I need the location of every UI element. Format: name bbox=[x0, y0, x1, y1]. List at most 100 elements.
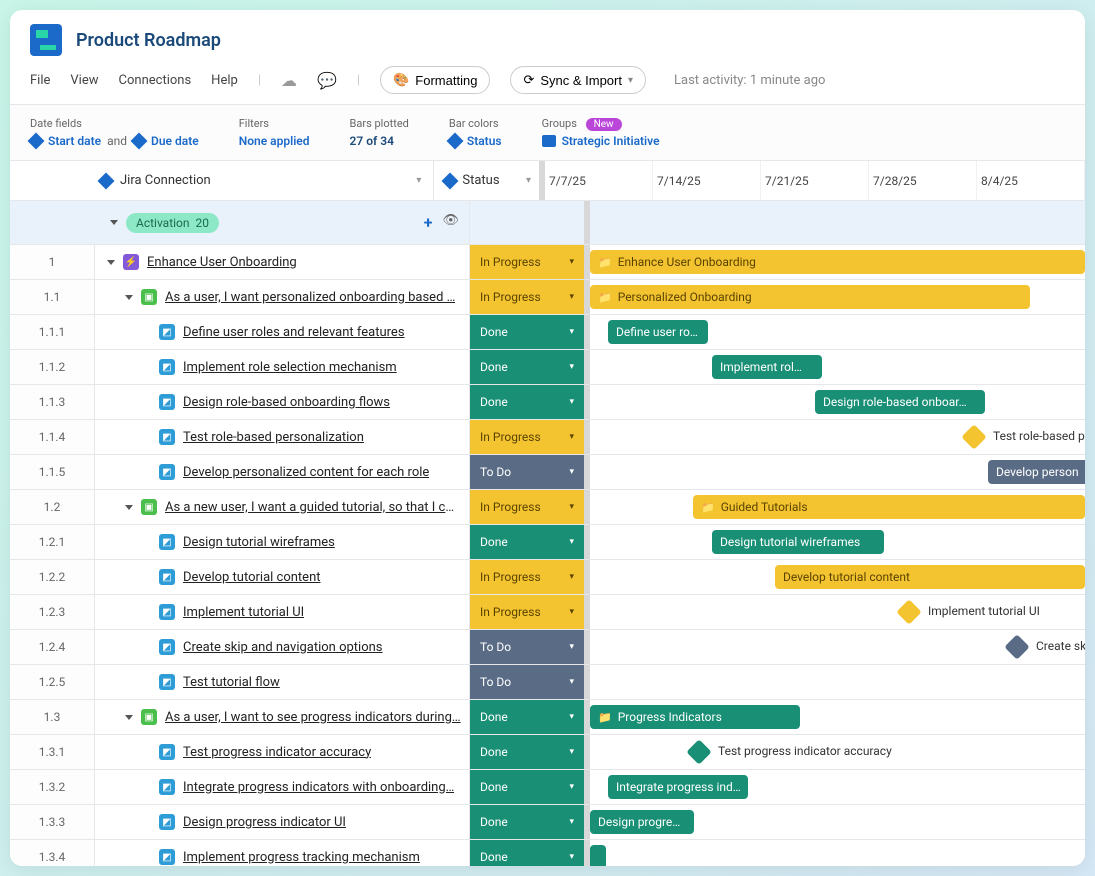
row-title-text[interactable]: Integrate progress indicators with onboa… bbox=[183, 780, 454, 795]
row-title-text[interactable]: Design role-based onboarding flows bbox=[183, 395, 390, 410]
gantt-bar[interactable]: Design tutorial wireframes bbox=[712, 530, 884, 554]
gantt-bar[interactable]: Integrate progress ind… bbox=[608, 775, 748, 799]
row-title-cell[interactable]: ◩Design tutorial wireframes bbox=[95, 525, 470, 559]
row-title-cell[interactable]: ◩Define user roles and relevant features bbox=[95, 315, 470, 349]
status-cell[interactable]: Done▾ bbox=[470, 840, 590, 866]
status-cell[interactable]: To Do▾ bbox=[470, 455, 590, 489]
row-title-cell[interactable]: ◩Design progress indicator UI bbox=[95, 805, 470, 839]
row-title-text[interactable]: Test role-based personalization bbox=[183, 430, 364, 445]
row-title-cell[interactable]: ◩Develop personalized content for each r… bbox=[95, 455, 470, 489]
table-row: 1.3.4◩Implement progress tracking mechan… bbox=[10, 840, 1085, 866]
group-header[interactable]: Activation 20 + 👁 bbox=[10, 201, 470, 244]
status-cell[interactable]: Done▾ bbox=[470, 350, 590, 384]
row-title-text[interactable]: As a new user, I want a guided tutorial,… bbox=[165, 500, 461, 515]
gantt-milestone-icon[interactable] bbox=[961, 424, 986, 449]
status-cell[interactable]: In Progress▾ bbox=[470, 245, 590, 279]
gantt-bar[interactable]: 📁Personalized Onboarding bbox=[590, 285, 1030, 309]
caret-down-icon[interactable] bbox=[110, 220, 118, 225]
row-title-cell[interactable]: ◩Test progress indicator accuracy bbox=[95, 735, 470, 769]
status-cell[interactable]: In Progress▾ bbox=[470, 420, 590, 454]
gantt-bar[interactable]: 📁Enhance User Onboarding bbox=[590, 250, 1085, 274]
status-cell[interactable]: In Progress▾ bbox=[470, 490, 590, 524]
row-title-cell[interactable]: ◩Integrate progress indicators with onbo… bbox=[95, 770, 470, 804]
chat-icon[interactable]: 💬 bbox=[317, 71, 337, 90]
hide-icon[interactable]: 👁 bbox=[442, 213, 459, 232]
status-cell[interactable]: In Progress▾ bbox=[470, 595, 590, 629]
status-text: Done bbox=[480, 745, 508, 759]
filter-bars-plotted[interactable]: Bars plotted 27 of 34 bbox=[350, 117, 409, 148]
row-title-cell[interactable]: ◩Implement tutorial UI bbox=[95, 595, 470, 629]
menu-help[interactable]: Help bbox=[211, 73, 238, 88]
status-cell[interactable]: To Do▾ bbox=[470, 630, 590, 664]
row-title-cell[interactable]: ◩Create skip and navigation options bbox=[95, 630, 470, 664]
gantt-milestone-icon[interactable] bbox=[686, 739, 711, 764]
row-title-text[interactable]: Design progress indicator UI bbox=[183, 815, 346, 830]
status-cell[interactable]: Done▾ bbox=[470, 700, 590, 734]
row-title-cell[interactable]: ▣As a user, I want personalized onboardi… bbox=[95, 280, 470, 314]
status-cell[interactable]: In Progress▾ bbox=[470, 560, 590, 594]
status-label: Status bbox=[462, 173, 499, 188]
row-title-cell[interactable]: ◩Test tutorial flow bbox=[95, 665, 470, 699]
row-title-cell[interactable]: ◩Test role-based personalization bbox=[95, 420, 470, 454]
gantt-bar[interactable]: Develop person bbox=[988, 460, 1085, 484]
filter-filters[interactable]: Filters None applied bbox=[239, 117, 310, 148]
status-cell[interactable]: Done▾ bbox=[470, 805, 590, 839]
status-cell[interactable]: Done▾ bbox=[470, 385, 590, 419]
menu-file[interactable]: File bbox=[30, 73, 50, 88]
gantt-bar[interactable]: Define user ro… bbox=[608, 320, 708, 344]
row-title-text[interactable]: Design tutorial wireframes bbox=[183, 535, 335, 550]
gantt-milestone-icon[interactable] bbox=[1004, 634, 1029, 659]
row-title-text[interactable]: Implement tutorial UI bbox=[183, 605, 304, 620]
menu-view[interactable]: View bbox=[70, 73, 98, 88]
row-title-text[interactable]: Develop personalized content for each ro… bbox=[183, 465, 429, 480]
add-icon[interactable]: + bbox=[424, 213, 433, 232]
gantt-bar[interactable]: Develop tutorial content bbox=[775, 565, 1085, 589]
row-title-text[interactable]: Create skip and navigation options bbox=[183, 640, 383, 655]
row-title-text[interactable]: Enhance User Onboarding bbox=[147, 255, 297, 270]
row-title-text[interactable]: As a user, I want personalized onboardin… bbox=[165, 290, 455, 305]
row-title-text[interactable]: Define user roles and relevant features bbox=[183, 325, 405, 340]
caret-down-icon[interactable] bbox=[125, 715, 133, 720]
row-title-text[interactable]: Test progress indicator accuracy bbox=[183, 745, 371, 760]
status-cell[interactable]: Done▾ bbox=[470, 525, 590, 559]
status-cell[interactable]: To Do▾ bbox=[470, 665, 590, 699]
connection-column-header[interactable]: Jira Connection ▾ bbox=[10, 161, 434, 200]
caret-down-icon[interactable] bbox=[107, 260, 115, 265]
gantt-bar[interactable]: 📁Guided Tutorials bbox=[693, 495, 1085, 519]
row-title-text[interactable]: Implement role selection mechanism bbox=[183, 360, 397, 375]
status-column-header[interactable]: Status ▾ bbox=[434, 161, 545, 200]
gantt-bar[interactable]: 📁Progress Indicators bbox=[590, 705, 800, 729]
status-cell[interactable]: Done▾ bbox=[470, 315, 590, 349]
row-title-cell[interactable]: ◩Develop tutorial content bbox=[95, 560, 470, 594]
row-title-cell[interactable]: ◩Implement progress tracking mechanism bbox=[95, 840, 470, 866]
cloud-icon[interactable]: ☁ bbox=[281, 71, 297, 90]
caret-down-icon[interactable] bbox=[125, 295, 133, 300]
sync-import-button[interactable]: ⟳ Sync & Import ▾ bbox=[510, 66, 646, 94]
status-cell[interactable]: In Progress▾ bbox=[470, 280, 590, 314]
row-title-cell[interactable]: ▣As a user, I want to see progress indic… bbox=[95, 700, 470, 734]
row-title-cell[interactable]: ⚡Enhance User Onboarding bbox=[95, 245, 470, 279]
row-title-text[interactable]: Implement progress tracking mechanism bbox=[183, 850, 420, 865]
row-number: 1.1.4 bbox=[10, 420, 95, 454]
filter-groups[interactable]: Groups New Strategic Initiative bbox=[542, 117, 660, 148]
gantt-milestone-icon[interactable] bbox=[896, 599, 921, 624]
row-title-text[interactable]: As a user, I want to see progress indica… bbox=[165, 710, 461, 725]
gantt-bar[interactable]: Design progre… bbox=[590, 810, 694, 834]
formatting-button[interactable]: 🎨 Formatting bbox=[380, 66, 490, 94]
row-title-cell[interactable]: ▣As a new user, I want a guided tutorial… bbox=[95, 490, 470, 524]
row-title-cell[interactable]: ◩Implement role selection mechanism bbox=[95, 350, 470, 384]
status-cell[interactable]: Done▾ bbox=[470, 735, 590, 769]
row-title-text[interactable]: Test tutorial flow bbox=[183, 675, 280, 690]
menu-connections[interactable]: Connections bbox=[119, 73, 192, 88]
caret-down-icon[interactable] bbox=[125, 505, 133, 510]
row-title-cell[interactable]: ◩Design role-based onboarding flows bbox=[95, 385, 470, 419]
gantt-bar[interactable]: Implement rol… bbox=[712, 355, 822, 379]
table-row: 1.2.5◩Test tutorial flowTo Do▾ bbox=[10, 665, 1085, 700]
status-cell[interactable]: Done▾ bbox=[470, 770, 590, 804]
filter-date-fields[interactable]: Date fields Start date and Due date bbox=[30, 117, 199, 148]
group-pill: Activation 20 bbox=[126, 213, 219, 233]
gantt-bar[interactable] bbox=[590, 845, 606, 866]
filter-bar-colors[interactable]: Bar colors Status bbox=[449, 117, 502, 148]
gantt-bar[interactable]: Design role-based onboar… bbox=[815, 390, 985, 414]
row-title-text[interactable]: Develop tutorial content bbox=[183, 570, 321, 585]
